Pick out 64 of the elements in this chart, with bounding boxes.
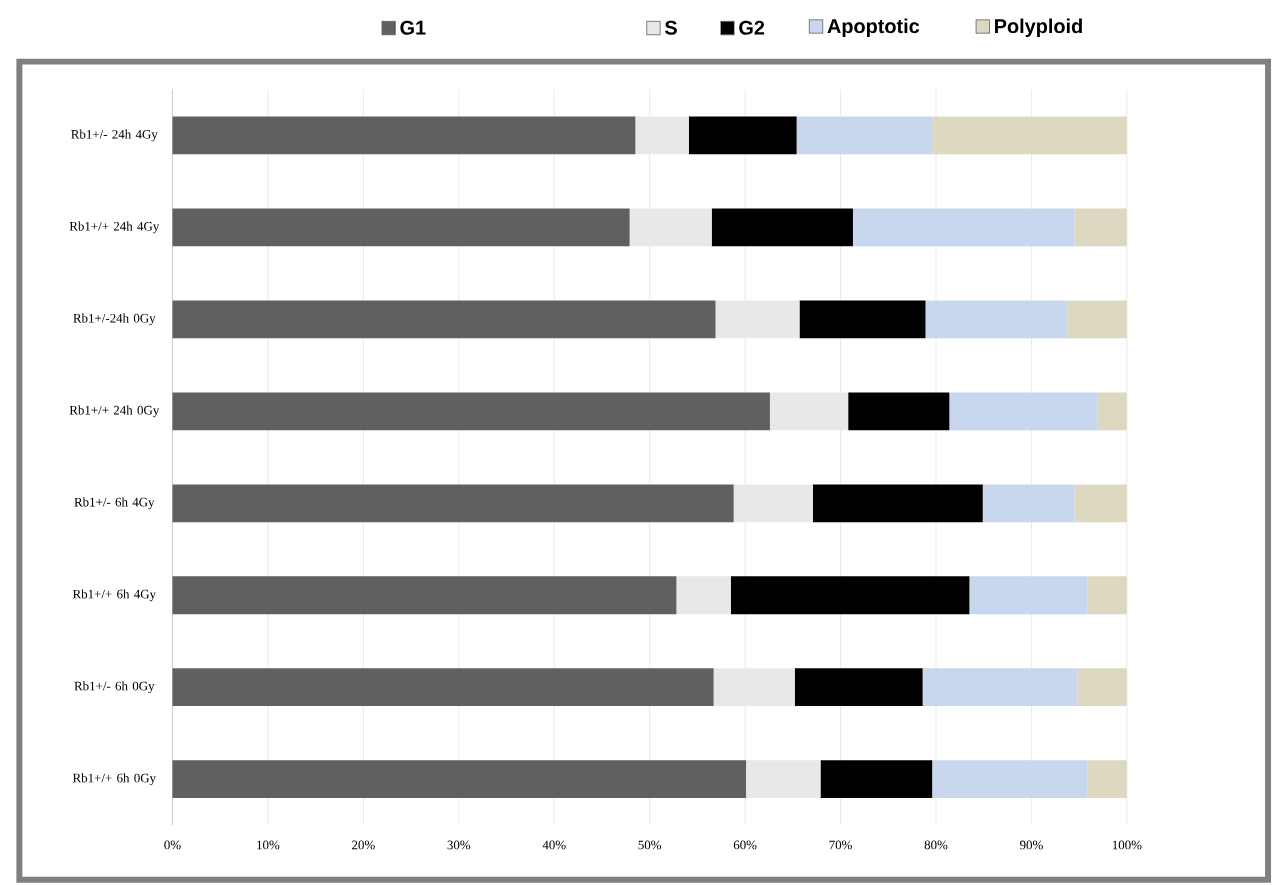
bar <box>848 392 950 431</box>
legend-label: Polyploid <box>995 18 1082 38</box>
bar <box>688 116 797 155</box>
bar <box>922 668 1078 707</box>
bar <box>1067 300 1127 339</box>
bar <box>713 668 795 707</box>
bar <box>949 392 1098 431</box>
x-tick-label: 10% <box>257 840 280 850</box>
bar <box>925 300 1068 339</box>
y-tick-label: Rb1+/+ 24h 0Gy <box>69 405 160 418</box>
x-tick-label: 0% <box>164 840 181 850</box>
x-tick-label: 100% <box>1112 840 1142 850</box>
x-tick-label: 90% <box>1020 840 1043 850</box>
bar <box>799 300 926 339</box>
y-tick-label: Rb1+/+ 24h 4Gy <box>69 221 160 234</box>
bar <box>730 576 970 615</box>
bar <box>769 392 849 431</box>
bar <box>733 484 813 523</box>
bar <box>1074 484 1127 523</box>
x-tick-label: 20% <box>352 840 375 850</box>
x-tick-label: 40% <box>542 840 566 850</box>
bar <box>172 576 677 615</box>
legend-label: G1 <box>400 20 426 35</box>
bar <box>932 760 1088 799</box>
bar <box>1097 392 1127 431</box>
bar <box>172 668 714 707</box>
bar <box>794 668 923 707</box>
legend-label: S <box>664 20 677 35</box>
legend-label: G2 <box>739 20 765 35</box>
bar <box>969 576 1088 615</box>
bar <box>172 116 636 155</box>
x-tick-label: 60% <box>733 840 757 850</box>
y-tick-label: Rb1+/+ 6h 0Gy <box>72 773 156 786</box>
bar <box>982 484 1075 523</box>
bar <box>796 116 933 155</box>
y-tick-label: Rb1+/+ 6h 4Gy <box>72 589 156 602</box>
y-tick-label: Rb1+/- 6h 4Gy <box>74 497 155 510</box>
y-tick-label: Rb1+/- 24h 4Gy <box>71 129 158 142</box>
bar <box>852 208 1075 247</box>
x-tick-label: 70% <box>829 840 852 850</box>
bar <box>1087 760 1127 799</box>
x-tick-label: 80% <box>924 840 948 850</box>
bar <box>711 208 853 247</box>
bar <box>172 760 747 799</box>
bar <box>172 300 716 339</box>
bar <box>1074 208 1127 247</box>
bar <box>629 208 712 247</box>
x-tick-label: 50% <box>638 840 662 850</box>
bar <box>746 760 821 799</box>
bar <box>932 116 1127 155</box>
bar <box>1087 576 1127 615</box>
bar <box>820 760 933 799</box>
bar <box>812 484 983 523</box>
bar <box>676 576 731 615</box>
legend-label: Apoptotic <box>827 18 920 38</box>
y-tick-label: Rb1+/- 6h 0Gy <box>74 681 155 694</box>
x-tick-label: 30% <box>447 840 471 850</box>
y-tick-label: Rb1+/-24h 0Gy <box>73 313 156 326</box>
bar <box>635 116 689 155</box>
bar <box>172 484 734 523</box>
bar <box>1077 668 1127 707</box>
bar <box>172 208 630 247</box>
bar <box>715 300 800 339</box>
bar <box>172 392 770 431</box>
